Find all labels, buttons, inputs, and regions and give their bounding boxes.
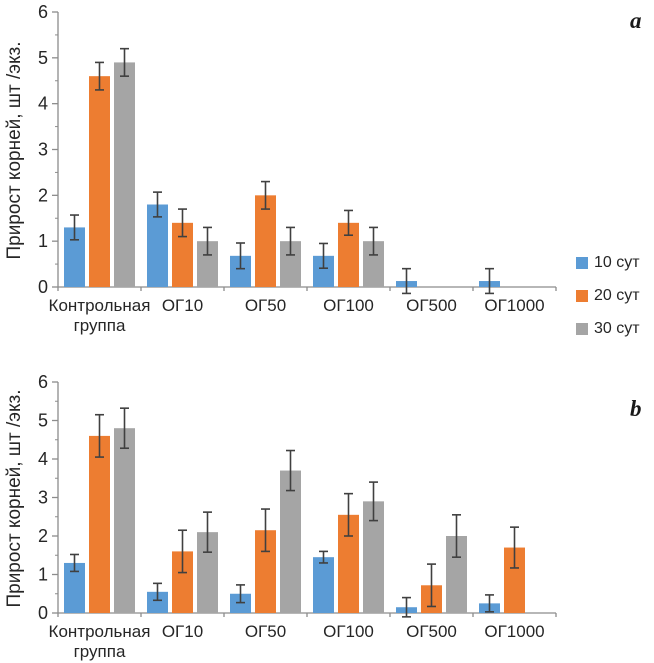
x-category-label: ОГ10 [162,296,203,315]
x-category-label: Контрольная группа [49,622,151,661]
legend: 10 сут 20 сут 30 сут [576,246,640,345]
x-category-label: ОГ50 [245,296,286,315]
bar-series2-cat2 [280,470,301,613]
x-category-label: Контрольная группа [49,296,151,335]
bar-series1-cat0 [89,76,110,288]
bar-series1-cat2 [255,530,276,613]
bar-series2-cat4 [446,536,467,613]
x-category-label: ОГ1000 [484,622,544,641]
legend-item-20-sut: 20 сут [576,279,640,312]
x-category-label: ОГ50 [245,622,286,641]
legend-item-30-sut: 30 сут [576,312,640,345]
legend-label-10-sut: 10 сут [594,253,640,271]
y-tick-label: 0 [38,603,48,623]
bar-series0-cat2 [230,255,251,287]
y-tick-label: 2 [38,185,48,205]
y-tick-label: 6 [38,372,48,392]
bar-series2-cat1 [197,532,218,613]
legend-item-10-sut: 10 сут [576,246,640,279]
x-category-label: ОГ1000 [484,296,544,315]
x-category-label: ОГ500 [406,296,457,315]
y-tick-label: 3 [38,140,48,160]
panel-label-a: a [630,8,642,33]
bar-series2-cat3 [363,241,384,287]
bar-series0-cat0 [64,562,85,613]
y-tick-label: 2 [38,526,48,546]
bar-series0-cat3 [313,255,334,287]
bar-series1-cat1 [172,551,193,613]
y-tick-label: 4 [38,94,48,114]
bar-series0-cat1 [147,591,168,613]
y-tick-label: 5 [38,48,48,68]
panel-label-b: b [630,396,642,421]
x-category-label: ОГ100 [323,622,374,641]
bar-series2-cat1 [197,241,218,287]
bar-series0-cat3 [313,557,334,613]
y-tick-label: 1 [38,231,48,251]
bar-series1-cat3 [338,222,359,287]
bar-series1-cat2 [255,195,276,287]
bar-series0-cat0 [64,227,85,287]
bar-series1-cat5 [504,547,525,613]
legend-swatch-20-sut-icon [576,289,588,302]
chart-a-plot: 0 1 2 3 4 5 6 Контрольная группа ОГ10 ОГ50 ОГ100 ОГ5… [38,2,557,335]
legend-swatch-10-sut-icon [576,256,588,269]
legend-label-20-sut: 20 сут [594,286,640,304]
x-category-label: ОГ500 [406,622,457,641]
y-tick-label: 5 [38,411,48,431]
y-tick-label: 4 [38,449,48,469]
bar-series2-cat0 [114,62,135,287]
bar-series2-cat2 [280,241,301,287]
y-tick-label: 0 [38,277,48,297]
legend-label-30-sut: 30 сут [594,319,640,337]
x-category-label: ОГ100 [323,296,374,315]
x-category-label: ОГ10 [162,622,203,641]
bar-series1-cat1 [172,222,193,287]
legend-swatch-30-sut-icon [576,322,588,335]
y-tick-label: 6 [38,2,48,22]
bar-series2-cat3 [363,501,384,613]
bar-series1-cat0 [89,435,110,613]
chart-b-plot: 0 1 2 3 4 5 6 Контрольная группа ОГ10 ОГ50 ОГ100 ОГ5… [38,372,557,661]
y-tick-label: 3 [38,488,48,508]
bar-series1-cat3 [338,514,359,613]
bar-series2-cat0 [114,428,135,613]
bar-series0-cat1 [147,204,168,287]
y-tick-label: 1 [38,565,48,585]
